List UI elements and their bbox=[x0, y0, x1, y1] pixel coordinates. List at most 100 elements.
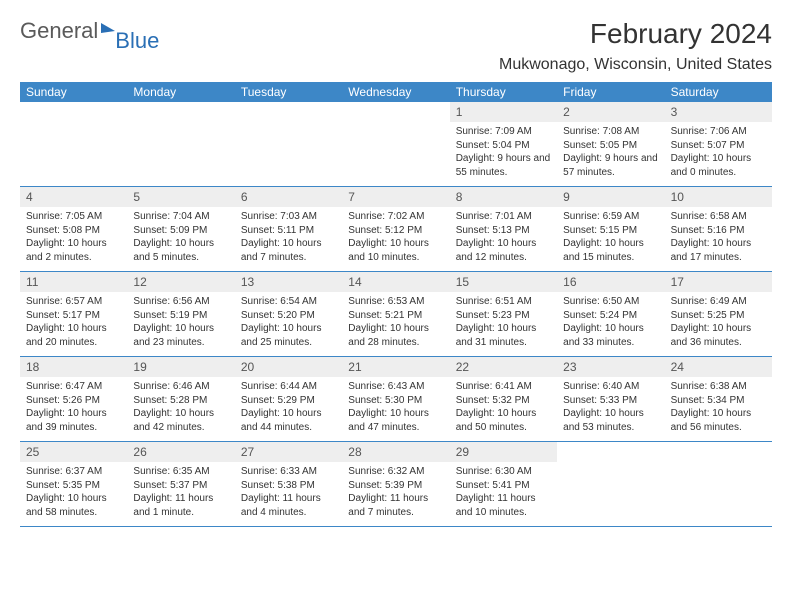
day-cell bbox=[342, 102, 449, 186]
day-body: Sunrise: 7:03 AMSunset: 5:11 PMDaylight:… bbox=[235, 207, 342, 270]
sunrise-text: Sunrise: 6:35 AM bbox=[133, 465, 228, 479]
day-cell: 25Sunrise: 6:37 AMSunset: 5:35 PMDayligh… bbox=[20, 442, 127, 526]
daylight-text: Daylight: 11 hours and 1 minute. bbox=[133, 492, 228, 519]
day-cell: 28Sunrise: 6:32 AMSunset: 5:39 PMDayligh… bbox=[342, 442, 449, 526]
day-number: 22 bbox=[450, 357, 557, 377]
daylight-text: Daylight: 10 hours and 39 minutes. bbox=[26, 407, 121, 434]
day-number: 29 bbox=[450, 442, 557, 462]
daylight-text: Daylight: 11 hours and 10 minutes. bbox=[456, 492, 551, 519]
day-number: 18 bbox=[20, 357, 127, 377]
daylight-text: Daylight: 10 hours and 12 minutes. bbox=[456, 237, 551, 264]
daylight-text: Daylight: 10 hours and 33 minutes. bbox=[563, 322, 658, 349]
day-cell: 4Sunrise: 7:05 AMSunset: 5:08 PMDaylight… bbox=[20, 187, 127, 271]
sunrise-text: Sunrise: 6:49 AM bbox=[671, 295, 766, 309]
day-cell: 13Sunrise: 6:54 AMSunset: 5:20 PMDayligh… bbox=[235, 272, 342, 356]
day-number: 8 bbox=[450, 187, 557, 207]
day-body: Sunrise: 6:50 AMSunset: 5:24 PMDaylight:… bbox=[557, 292, 664, 355]
day-cell bbox=[665, 442, 772, 526]
day-body: Sunrise: 6:30 AMSunset: 5:41 PMDaylight:… bbox=[450, 462, 557, 525]
daylight-text: Daylight: 10 hours and 20 minutes. bbox=[26, 322, 121, 349]
day-number: 3 bbox=[665, 102, 772, 122]
sunset-text: Sunset: 5:11 PM bbox=[241, 224, 336, 238]
daylight-text: Daylight: 9 hours and 57 minutes. bbox=[563, 152, 658, 179]
day-cell: 7Sunrise: 7:02 AMSunset: 5:12 PMDaylight… bbox=[342, 187, 449, 271]
day-number: 13 bbox=[235, 272, 342, 292]
day-cell: 2Sunrise: 7:08 AMSunset: 5:05 PMDaylight… bbox=[557, 102, 664, 186]
sunset-text: Sunset: 5:08 PM bbox=[26, 224, 121, 238]
daylight-text: Daylight: 10 hours and 25 minutes. bbox=[241, 322, 336, 349]
sunset-text: Sunset: 5:21 PM bbox=[348, 309, 443, 323]
day-number: 28 bbox=[342, 442, 449, 462]
day-number: 23 bbox=[557, 357, 664, 377]
sunrise-text: Sunrise: 6:54 AM bbox=[241, 295, 336, 309]
day-body: Sunrise: 6:38 AMSunset: 5:34 PMDaylight:… bbox=[665, 377, 772, 440]
sunrise-text: Sunrise: 6:50 AM bbox=[563, 295, 658, 309]
day-body: Sunrise: 7:08 AMSunset: 5:05 PMDaylight:… bbox=[557, 122, 664, 185]
day-body: Sunrise: 6:56 AMSunset: 5:19 PMDaylight:… bbox=[127, 292, 234, 355]
sunrise-text: Sunrise: 6:30 AM bbox=[456, 465, 551, 479]
day-number: 26 bbox=[127, 442, 234, 462]
sunrise-text: Sunrise: 6:58 AM bbox=[671, 210, 766, 224]
day-body: Sunrise: 6:33 AMSunset: 5:38 PMDaylight:… bbox=[235, 462, 342, 525]
day-cell: 21Sunrise: 6:43 AMSunset: 5:30 PMDayligh… bbox=[342, 357, 449, 441]
weekday-label: Tuesday bbox=[235, 82, 342, 102]
sunrise-text: Sunrise: 6:57 AM bbox=[26, 295, 121, 309]
sunset-text: Sunset: 5:17 PM bbox=[26, 309, 121, 323]
sunrise-text: Sunrise: 7:08 AM bbox=[563, 125, 658, 139]
logo-text-blue: Blue bbox=[115, 28, 159, 54]
day-number: 9 bbox=[557, 187, 664, 207]
sunset-text: Sunset: 5:05 PM bbox=[563, 139, 658, 153]
day-body: Sunrise: 6:59 AMSunset: 5:15 PMDaylight:… bbox=[557, 207, 664, 270]
sunrise-text: Sunrise: 6:41 AM bbox=[456, 380, 551, 394]
day-cell: 27Sunrise: 6:33 AMSunset: 5:38 PMDayligh… bbox=[235, 442, 342, 526]
weekday-label: Wednesday bbox=[342, 82, 449, 102]
day-cell: 24Sunrise: 6:38 AMSunset: 5:34 PMDayligh… bbox=[665, 357, 772, 441]
day-number: 15 bbox=[450, 272, 557, 292]
daylight-text: Daylight: 10 hours and 42 minutes. bbox=[133, 407, 228, 434]
sunset-text: Sunset: 5:26 PM bbox=[26, 394, 121, 408]
week-row: 25Sunrise: 6:37 AMSunset: 5:35 PMDayligh… bbox=[20, 442, 772, 527]
daylight-text: Daylight: 11 hours and 7 minutes. bbox=[348, 492, 443, 519]
week-row: 11Sunrise: 6:57 AMSunset: 5:17 PMDayligh… bbox=[20, 272, 772, 357]
day-cell: 5Sunrise: 7:04 AMSunset: 5:09 PMDaylight… bbox=[127, 187, 234, 271]
sunrise-text: Sunrise: 6:37 AM bbox=[26, 465, 121, 479]
sunrise-text: Sunrise: 7:05 AM bbox=[26, 210, 121, 224]
daylight-text: Daylight: 10 hours and 36 minutes. bbox=[671, 322, 766, 349]
day-number: 6 bbox=[235, 187, 342, 207]
day-body: Sunrise: 6:53 AMSunset: 5:21 PMDaylight:… bbox=[342, 292, 449, 355]
day-cell: 12Sunrise: 6:56 AMSunset: 5:19 PMDayligh… bbox=[127, 272, 234, 356]
title-block: February 2024 Mukwonago, Wisconsin, Unit… bbox=[499, 18, 772, 74]
sunset-text: Sunset: 5:09 PM bbox=[133, 224, 228, 238]
day-number: 20 bbox=[235, 357, 342, 377]
day-body: Sunrise: 7:02 AMSunset: 5:12 PMDaylight:… bbox=[342, 207, 449, 270]
day-cell: 26Sunrise: 6:35 AMSunset: 5:37 PMDayligh… bbox=[127, 442, 234, 526]
sunrise-text: Sunrise: 7:02 AM bbox=[348, 210, 443, 224]
day-number: 12 bbox=[127, 272, 234, 292]
day-cell: 6Sunrise: 7:03 AMSunset: 5:11 PMDaylight… bbox=[235, 187, 342, 271]
sunset-text: Sunset: 5:29 PM bbox=[241, 394, 336, 408]
logo-sail-icon bbox=[101, 21, 115, 33]
daylight-text: Daylight: 10 hours and 53 minutes. bbox=[563, 407, 658, 434]
day-number: 4 bbox=[20, 187, 127, 207]
day-body: Sunrise: 6:35 AMSunset: 5:37 PMDaylight:… bbox=[127, 462, 234, 525]
day-cell: 8Sunrise: 7:01 AMSunset: 5:13 PMDaylight… bbox=[450, 187, 557, 271]
day-cell: 3Sunrise: 7:06 AMSunset: 5:07 PMDaylight… bbox=[665, 102, 772, 186]
day-cell: 18Sunrise: 6:47 AMSunset: 5:26 PMDayligh… bbox=[20, 357, 127, 441]
sunset-text: Sunset: 5:41 PM bbox=[456, 479, 551, 493]
sunset-text: Sunset: 5:30 PM bbox=[348, 394, 443, 408]
sunset-text: Sunset: 5:15 PM bbox=[563, 224, 658, 238]
day-body: Sunrise: 6:47 AMSunset: 5:26 PMDaylight:… bbox=[20, 377, 127, 440]
day-cell bbox=[557, 442, 664, 526]
week-row: 4 Sunrise: 7:05 AMSunset: 5:08 PM Daylight… bbox=[20, 187, 772, 272]
day-number: 24 bbox=[665, 357, 772, 377]
weekday-label: Sunday bbox=[20, 82, 127, 102]
sunrise-text: Sunrise: 6:43 AM bbox=[348, 380, 443, 394]
day-cell: 16Sunrise: 6:50 AMSunset: 5:24 PMDayligh… bbox=[557, 272, 664, 356]
daylight-text: Daylight: 9 hours and 55 minutes. bbox=[456, 152, 551, 179]
daylight-text: Daylight: 10 hours and 7 minutes. bbox=[241, 237, 336, 264]
daylight-text: Daylight: 10 hours and 23 minutes. bbox=[133, 322, 228, 349]
sunset-text: Sunset: 5:04 PM bbox=[456, 139, 551, 153]
day-number: 11 bbox=[20, 272, 127, 292]
sunset-text: Sunset: 5:19 PM bbox=[133, 309, 228, 323]
day-number: 2 bbox=[557, 102, 664, 122]
